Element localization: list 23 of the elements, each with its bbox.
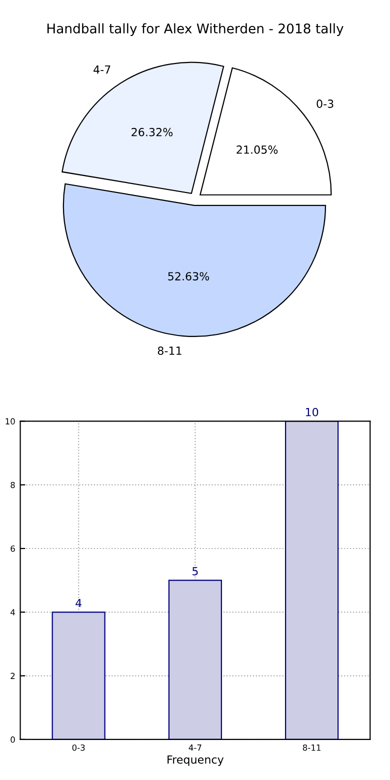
data-label: 4 — [76, 598, 82, 608]
x-axis-title: Frequency — [168, 755, 224, 766]
data-label: 52.63% — [168, 272, 210, 280]
y-tick-label: 10 — [6, 418, 15, 424]
slice-label: 0-3 — [316, 100, 334, 108]
data-label: 10 — [306, 408, 318, 416]
y-tick-label: 6 — [10, 545, 15, 552]
x-tick-label: 4-7 — [188, 744, 202, 751]
y-tick-label: 4 — [10, 609, 15, 616]
x-tick-label: 0-3 — [72, 744, 85, 751]
data-label: 26.32% — [132, 128, 173, 136]
y-tick-label: 0 — [10, 736, 15, 743]
bar — [168, 580, 222, 740]
y-tick-label: 8 — [10, 482, 15, 488]
slice-label: 8-11 — [158, 346, 182, 355]
chart-title: Handball tally for Alex Witherden - 2018 tally — [47, 23, 344, 36]
x-tick-label: 8-11 — [302, 744, 320, 751]
y-tick-label: 2 — [10, 672, 15, 679]
bar — [52, 612, 106, 740]
data-label: 5 — [192, 567, 198, 576]
bar — [285, 421, 339, 740]
data-label: 21.05% — [236, 145, 278, 154]
slice-label: 4-7 — [94, 66, 110, 74]
